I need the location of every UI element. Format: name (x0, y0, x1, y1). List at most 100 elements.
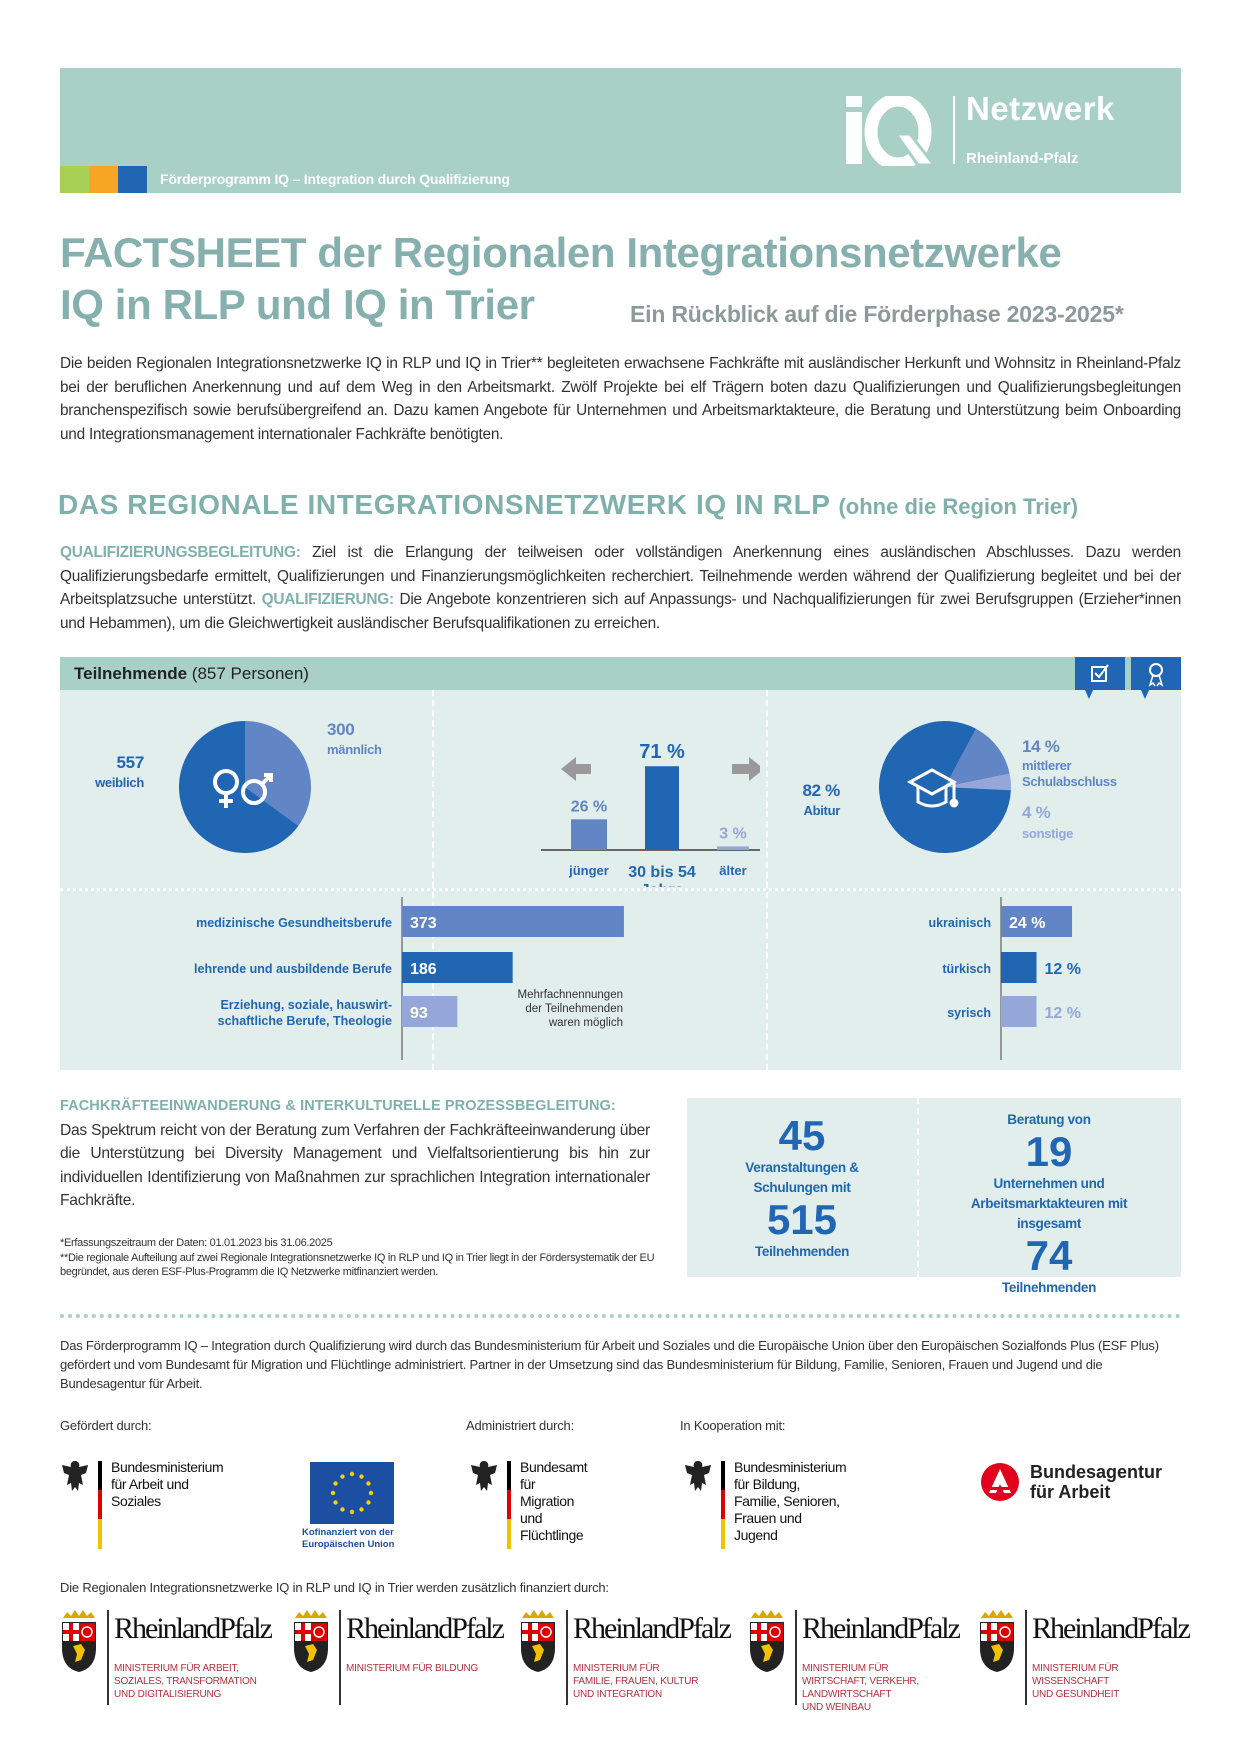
rlp-coat-of-arms-icon (62, 1610, 96, 1672)
rlp-ministry-logo: RheinlandPfalz MINISTERIUM FÜR BILDUNG (291, 1610, 506, 1720)
eu-cofinanced-label: Kofinanziert von der Europäischen Union (302, 1527, 395, 1550)
section-heading-text: DAS REGIONALE INTEGRATIONSNETZWERK IQ IN… (58, 489, 831, 520)
rlp-name: RheinlandPfalz (346, 1612, 505, 1645)
program-name: Förderprogramm IQ – Integration durch Qu… (160, 171, 510, 187)
nationality-bar-chart: 24 % ukrainisch 12 % türkisch 12 % syrisch (928, 897, 1081, 1060)
rlp-ministry-logo: RheinlandPfalz MINISTERIUM FÜR FAMILIE, F… (518, 1610, 733, 1720)
cooperation-label: In Kooperation mit: (680, 1418, 786, 1433)
female-symbol-cross (219, 793, 233, 808)
age-category-label: Jahre (641, 882, 684, 887)
text-qualifizierungsbegleitung: Ziel ist die Erlangung der teilweisen od… (60, 544, 1181, 609)
bmbfsfj-name: Bundesministerium für Bildung, Familie, … (734, 1459, 847, 1543)
h-bar-value: 12 % (1045, 961, 1081, 978)
bamf-logo: Bundesamt für Migration und Flüchtlinge (467, 1459, 588, 1549)
bmas-logo: Bundesministerium für Arbeit und Soziale… (58, 1459, 224, 1549)
h-bar-category: medizinische Gesundheitsberufe (196, 916, 392, 930)
section-heading-suffix: (ohne die Region Trier) (838, 494, 1079, 519)
rlp-coat-of-arms-icon (294, 1610, 328, 1672)
profession-bar-chart: 373 medizinische Gesundheitsberufe 186 lehr… (194, 897, 624, 1060)
h-bar (1001, 906, 1073, 937)
abitur-label: Abitur (803, 803, 841, 818)
abitur-value: 82 % (802, 781, 840, 800)
section-paragraph: QUALIFIZIERUNGSBEGLEITUNG: Ziel ist die … (60, 541, 1181, 635)
stats-divider (917, 1098, 919, 1277)
color-square-orange (89, 166, 118, 193)
page-title-line2: IQ in RLP und IQ in Trier (60, 281, 535, 328)
eu-star (366, 1500, 371, 1505)
eu-star (359, 1507, 364, 1512)
rlp-coat-of-arms-icon (521, 1610, 555, 1672)
h-bar (402, 906, 624, 937)
rlp-name: RheinlandPfalz (802, 1612, 961, 1645)
federal-eagle-icon (62, 1461, 88, 1491)
age-category-label: älter (719, 863, 746, 878)
eu-stars-icon (330, 1471, 374, 1515)
pie-slice (945, 773, 1011, 791)
pie-slice (945, 728, 1010, 787)
h-bar-value: 93 (410, 1005, 428, 1022)
middle-school-label: mittlerer Schulabschluss (1022, 758, 1117, 789)
male-symbol-arrow (260, 773, 273, 786)
eu-star (333, 1481, 338, 1486)
female-count: 557 (116, 753, 145, 772)
companies-participants: 74 (1025, 1232, 1073, 1279)
color-square-green (60, 166, 89, 193)
h-bar-category: ukrainisch (928, 916, 991, 930)
graduation-cap-icon (906, 768, 959, 808)
rlp-ministry-name: MINISTERIUM FÜR FAMILIE, FRAUEN, KULTUR … (573, 1663, 699, 1700)
divider-vertical (432, 690, 434, 1070)
h-bar-category: syrisch (947, 1006, 991, 1020)
eu-star (330, 1490, 336, 1496)
rlp-ministry-logo: RheinlandPfalz MINISTERIUM FÜR ARBEIT, SO… (59, 1610, 274, 1720)
footnote-2: **Die regionale Aufteilung auf zwei Regi… (60, 1251, 655, 1279)
divider-vertical (766, 690, 768, 1070)
page-subtitle: Ein Rückblick auf die Förderphase 2023-2… (630, 301, 1124, 327)
arrow-right-icon (732, 757, 760, 781)
logo-divider (953, 96, 955, 164)
eu-star (349, 1471, 355, 1477)
divider-horizontal (60, 888, 1181, 891)
age-bar-chart: 26 % 71 % 3 % jünger 30 bis 54Jahre älter (541, 741, 760, 887)
ba-name: Bundesagentur für Arbeit (1030, 1462, 1163, 1502)
panel-title: Teilnehmende (74, 664, 188, 683)
panel-header: Teilnehmende (857 Personen) (60, 657, 1181, 699)
participants-panel: Teilnehmende (857 Personen) 557 weiblich… (60, 657, 1181, 1070)
bmas-name: Bundesministerium für Arbeit und Soziale… (111, 1459, 224, 1509)
pie-slice (179, 721, 299, 853)
h-bar-category: lehrende und ausbildende Berufe (194, 962, 392, 976)
bmbfsfj-logo: Bundesministerium für Bildung, Familie, … (681, 1459, 847, 1549)
federal-eagle-icon (685, 1461, 711, 1491)
funded-by-label: Gefördert durch: (60, 1418, 152, 1433)
pie-slice (245, 721, 311, 826)
gender-symbols-icon (213, 769, 273, 808)
eu-star (333, 1500, 338, 1505)
dotted-separator (60, 1314, 1181, 1318)
participants-label: Teilnehmenden (754, 1244, 850, 1259)
eu-star (359, 1474, 364, 1479)
middle-school-value: 14 % (1022, 737, 1060, 756)
ba-logo-icon (981, 1463, 1019, 1501)
h-bar (1001, 996, 1037, 1027)
male-count: 300 (327, 720, 355, 739)
eu-star (340, 1474, 345, 1479)
h-bar-category: Erziehung, soziale, hauswirt- (220, 998, 392, 1012)
age-bar-label: 26 % (571, 798, 607, 815)
eu-star (349, 1509, 355, 1515)
additional-funding-label: Die Regionalen Integrationsnetzwerke IQ … (60, 1580, 609, 1595)
eu-star (340, 1507, 345, 1512)
participants-label-2: Teilnehmenden (1001, 1280, 1097, 1295)
fachkraefte-paragraph: FACHKRÄFTEEINWANDERUNG & INTERKULTURELLE… (60, 1095, 650, 1213)
rlp-name: RheinlandPfalz (114, 1612, 273, 1645)
rlp-ministry-name: MINISTERIUM FÜR WISSENSCHAFT UND GESUNDH… (1032, 1663, 1120, 1700)
male-symbol (241, 779, 267, 805)
age-bar (571, 819, 607, 850)
administered-by-label: Administriert durch: (466, 1418, 574, 1433)
h-bar-category: schaftliche Berufe, Theologie (218, 1014, 392, 1028)
age-bar-label: 3 % (719, 825, 747, 842)
age-bar-label: 71 % (639, 741, 685, 763)
eu-flag (310, 1462, 394, 1524)
fachkraefte-keyword: FACHKRÄFTEEINWANDERUNG & INTERKULTURELLE… (60, 1098, 616, 1114)
award-icon (1131, 657, 1181, 699)
bamf-name: Bundesamt für Migration und Flüchtlinge (520, 1459, 588, 1543)
page-title-line1: FACTSHEET der Regionalen Integrationsnet… (60, 229, 1062, 276)
